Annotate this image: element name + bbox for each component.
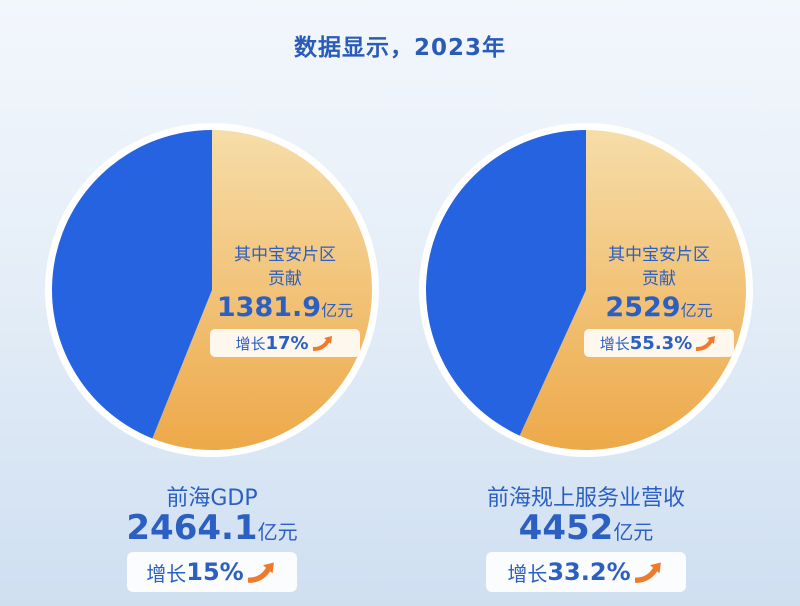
gdp-main-growth-label: 增长: [146, 561, 187, 586]
gdp-sub-growth-label: 增长: [235, 334, 266, 353]
gdp-pie-slice-other: [51, 130, 212, 439]
page-title: 数据显示，2023年: [293, 35, 506, 61]
service-sub-value-number: 2529: [605, 292, 681, 323]
gdp-sub-value: 1381.9亿元: [190, 292, 380, 323]
service-sub-growth-label: 增长: [599, 334, 630, 353]
service-sub-growth-value: 55.3%: [629, 332, 693, 354]
service-main-growth-label: 增长: [507, 561, 548, 586]
growth-arrow-icon: [247, 562, 274, 583]
service-sub-growth-badge: 增长 55.3%: [584, 329, 734, 357]
service-sub-value-unit: 亿元: [680, 301, 713, 320]
gdp-sub-growth-badge: 增长 17%: [210, 329, 360, 357]
service-revenue-panel: 其中宝安片区 贡献 2529亿元 增长 55.3% 前海规上服务业营收 4452亿…: [414, 118, 758, 598]
gdp-pie-slice-baoan: [152, 130, 372, 450]
service-main-value: 4452亿元: [414, 508, 758, 548]
gdp-main-label: 前海GDP: [166, 486, 258, 511]
service-main-growth-badge: 增长 33.2%: [486, 552, 686, 592]
service-revenue-pie-chart: [419, 123, 753, 457]
gdp-sub-label-line2: 贡献: [268, 269, 302, 289]
service-pie-slice-other: [426, 130, 586, 436]
service-main-value-unit: 亿元: [613, 520, 654, 544]
gdp-main-value-unit: 亿元: [257, 520, 298, 544]
growth-arrow-icon: [696, 336, 716, 351]
growth-arrow-icon: [634, 562, 661, 583]
gdp-pie-chart: [45, 123, 379, 457]
service-main-value-number: 4452: [518, 508, 614, 548]
service-pie-slice-baoan: [519, 130, 746, 450]
gdp-panel: 其中宝安片区 贡献 1381.9亿元 增长 17% 前海GDP 2464.1亿元 …: [40, 118, 384, 598]
gdp-sub-value-unit: 亿元: [321, 301, 354, 320]
gdp-main-growth-badge: 增长 15%: [127, 552, 297, 592]
service-sub-label-line1: 其中宝安片区: [608, 245, 710, 265]
gdp-main-value: 2464.1亿元: [40, 508, 384, 548]
gdp-main-growth-value: 15%: [186, 558, 244, 586]
service-main-label: 前海规上服务业营收: [486, 486, 685, 511]
gdp-sub-growth-value: 17%: [265, 332, 309, 354]
growth-arrow-icon: [312, 336, 332, 351]
gdp-sub-value-number: 1381.9: [216, 292, 322, 323]
service-sub-label-line2: 贡献: [642, 269, 676, 289]
service-sub-value: 2529亿元: [564, 292, 754, 323]
service-main-growth-value: 33.2%: [547, 558, 631, 586]
gdp-sub-label-line1: 其中宝安片区: [234, 245, 336, 265]
gdp-main-value-number: 2464.1: [126, 508, 258, 548]
